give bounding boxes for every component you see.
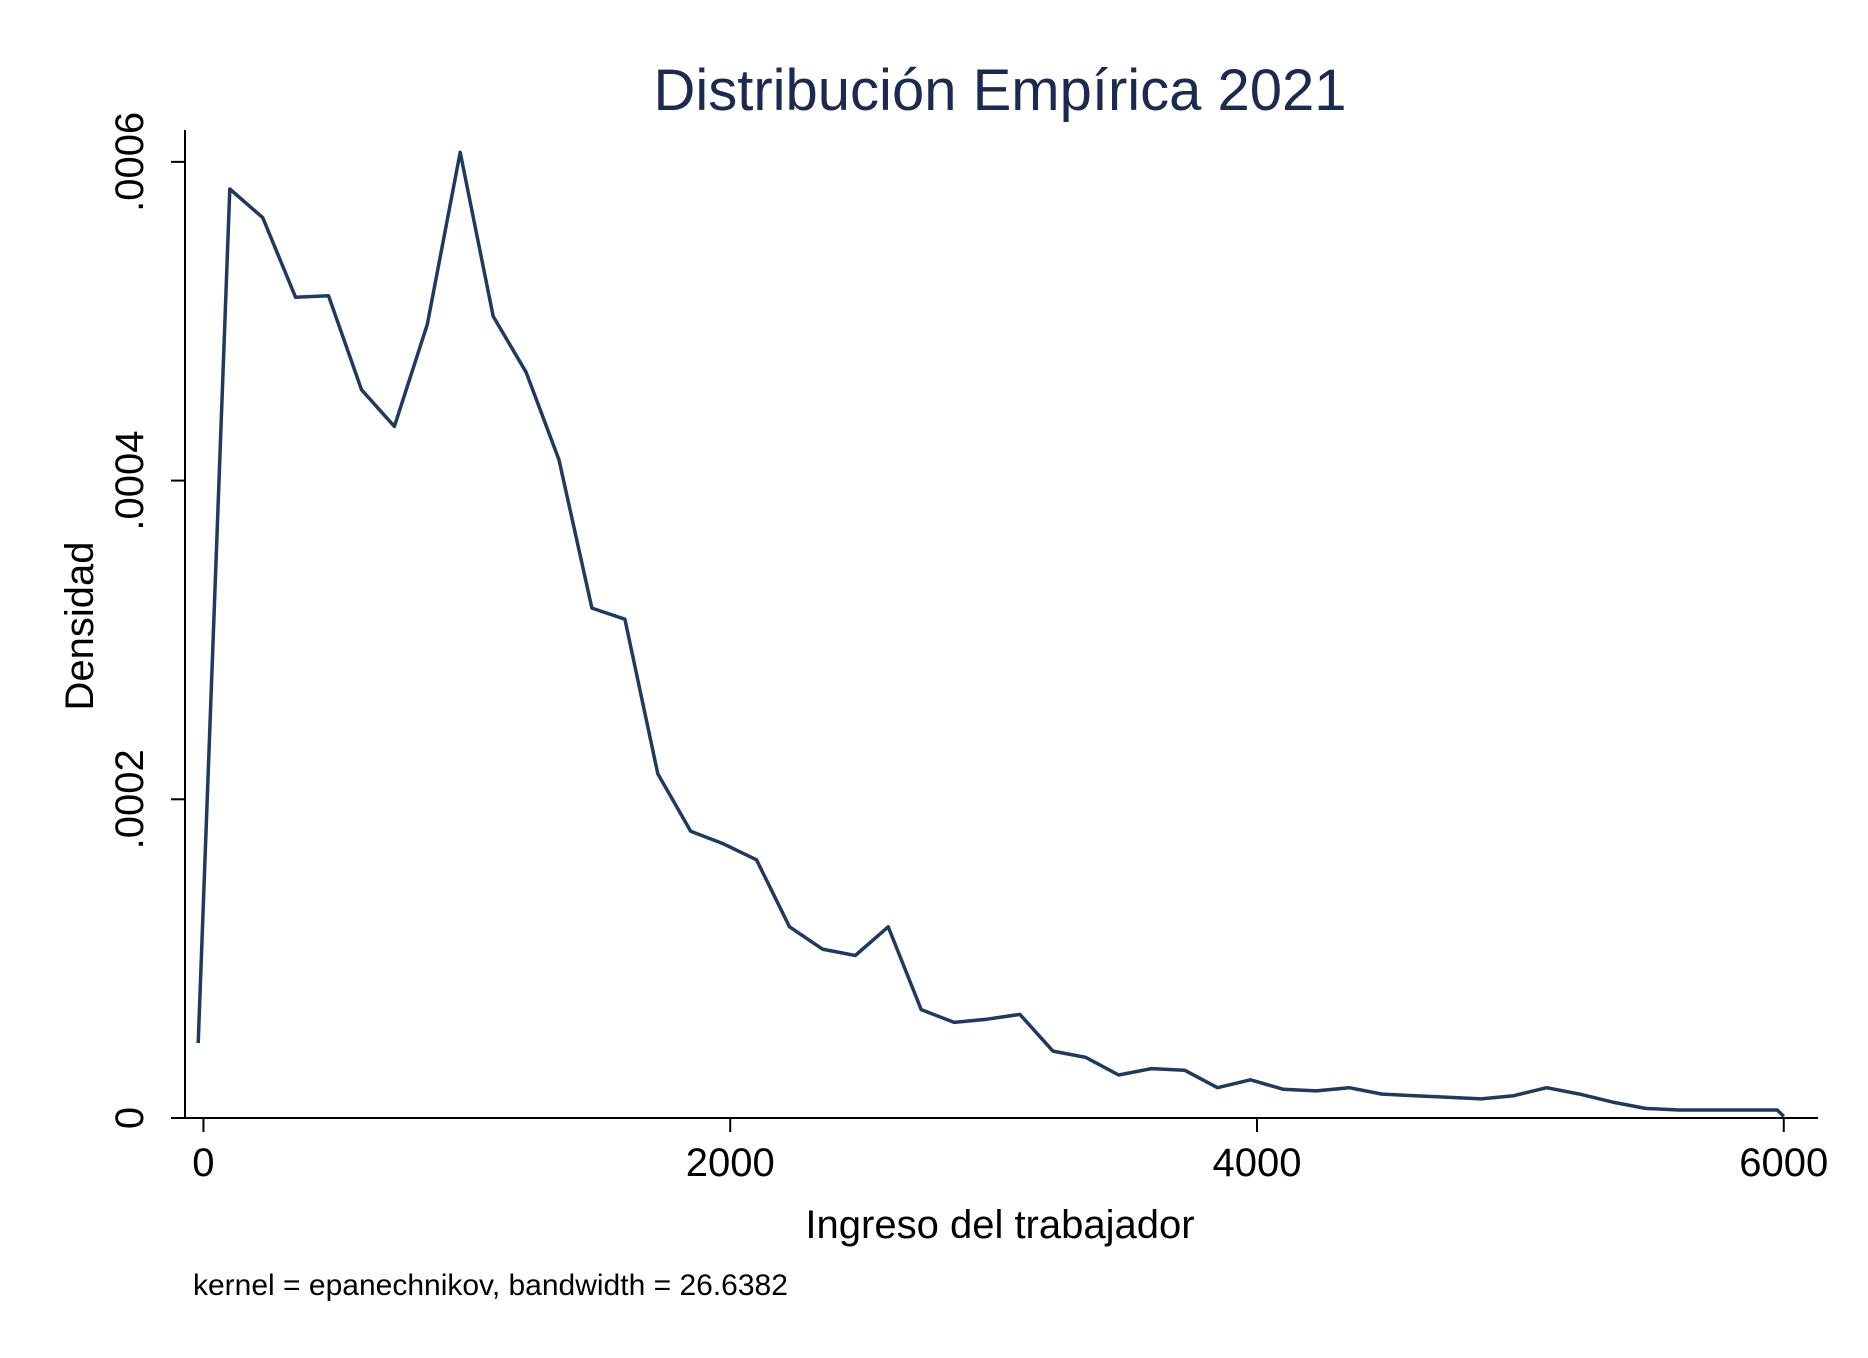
x-tick-label: 0	[192, 1141, 214, 1185]
density-series-line	[196, 150, 1786, 1118]
y-tick-label: .0006	[108, 112, 152, 212]
x-axis-label: Ingreso del trabajador	[805, 1203, 1194, 1247]
y-tick-label: 0	[108, 1107, 152, 1129]
kernel-note: kernel = epanechnikov, bandwidth = 26.63…	[193, 1269, 788, 1302]
y-tick-label: .0004	[108, 431, 152, 531]
y-tick-label: .0002	[108, 749, 152, 849]
x-tick-label: 6000	[1739, 1141, 1828, 1185]
x-tick-label: 4000	[1212, 1141, 1301, 1185]
y-axis-label: Densidad	[58, 541, 102, 710]
y-axis-ticks: 0 .0002 .0004 .0006	[108, 112, 185, 1129]
x-axis-ticks: 0 2000 4000 6000	[192, 1118, 1828, 1185]
x-tick-label: 2000	[686, 1141, 775, 1185]
chart-title: Distribución Empírica 2021	[653, 58, 1346, 123]
